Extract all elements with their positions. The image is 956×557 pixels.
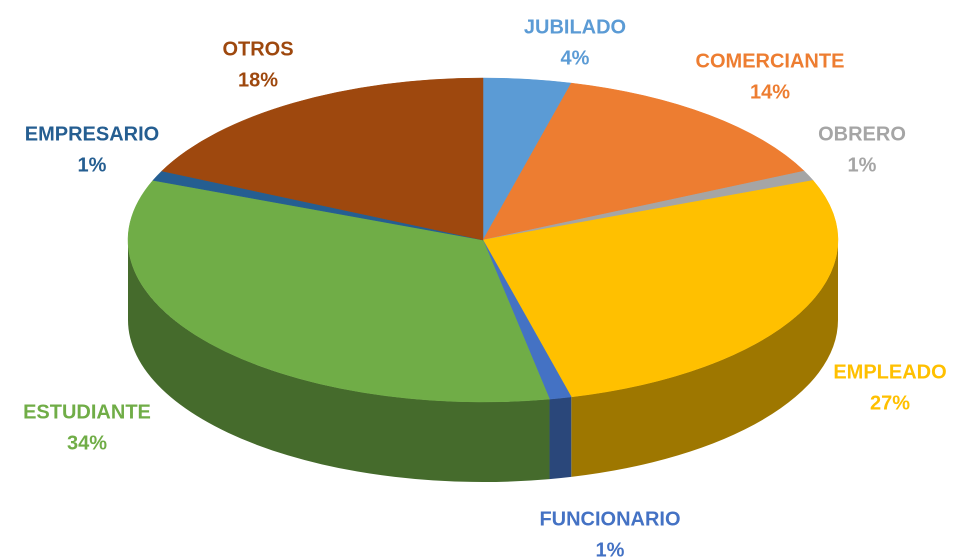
slice-label-value: 1% bbox=[848, 154, 877, 176]
slice-label-name: EMPRESARIO bbox=[25, 123, 159, 145]
pie-sides bbox=[128, 240, 838, 482]
slice-label-name: FUNCIONARIO bbox=[539, 508, 680, 530]
slice-label-value: 18% bbox=[238, 69, 278, 91]
slice-label-value: 4% bbox=[561, 47, 590, 69]
pie-side bbox=[128, 240, 550, 482]
pie-slice bbox=[482, 82, 805, 241]
slice-label-name: EMPLEADO bbox=[833, 361, 946, 383]
pie-slice bbox=[127, 180, 550, 403]
slice-label-value: 14% bbox=[750, 81, 790, 103]
slice-label-name: JUBILADO bbox=[524, 16, 626, 38]
slice-label-name: OTROS bbox=[222, 38, 293, 60]
slice-label-name: COMERCIANTE bbox=[696, 50, 845, 72]
slice-label-value: 1% bbox=[596, 539, 625, 557]
slice-label-name: OBRERO bbox=[818, 123, 906, 145]
pie-side bbox=[549, 396, 572, 480]
pie-slice bbox=[482, 180, 839, 398]
pie-side bbox=[571, 240, 838, 477]
slice-label-value: 34% bbox=[67, 432, 107, 454]
slice-label-value: 27% bbox=[870, 392, 910, 414]
pie-slice bbox=[161, 77, 484, 241]
slice-label-value: 1% bbox=[78, 154, 107, 176]
slice-label-name: ESTUDIANTE bbox=[23, 401, 151, 423]
